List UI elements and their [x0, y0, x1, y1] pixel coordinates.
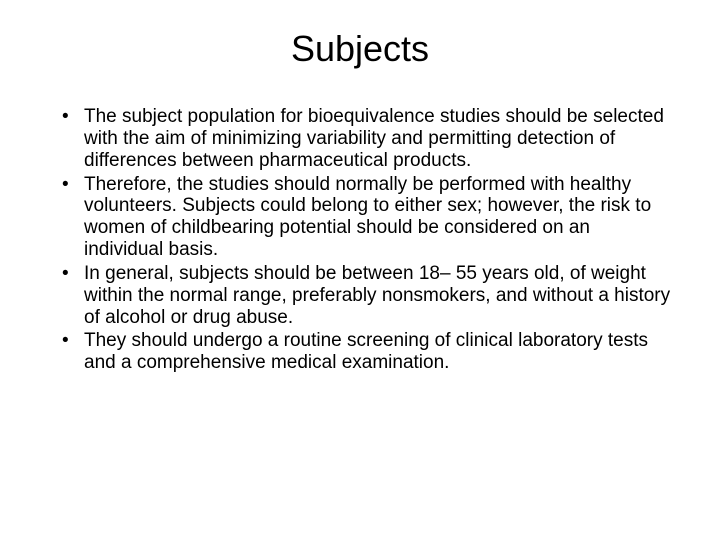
bullet-list: The subject population for bioequivalenc… [48, 106, 672, 374]
slide-title: Subjects [48, 28, 672, 70]
list-item: The subject population for bioequivalenc… [84, 106, 672, 172]
list-item: Therefore, the studies should normally b… [84, 174, 672, 261]
list-item: They should undergo a routine screening … [84, 330, 672, 374]
list-item: In general, subjects should be between 1… [84, 263, 672, 329]
